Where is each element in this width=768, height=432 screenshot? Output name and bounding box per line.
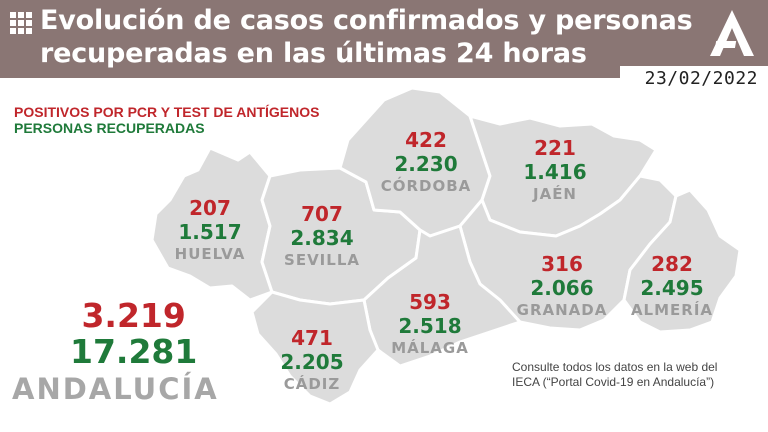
malaga-name: MÁLAGA [391,339,469,357]
cadiz-recovered: 2.205 [280,350,344,374]
province-shape-malaga [362,224,522,368]
page-title: Evolución de casos confirmados y persona… [40,4,693,70]
grid-icon [10,12,32,34]
region-sevilla: 707 2.834 SEVILLA [280,202,364,270]
granada-name: GRANADA [516,301,608,319]
malaga-recovered: 2.518 [398,314,462,338]
region-jaen: 221 1.416 JAÉN [510,136,600,204]
huelva-positives: 207 [189,196,231,220]
province-shape-cadiz [250,290,380,406]
jaen-positives: 221 [534,136,576,160]
source-note: Consulte todos los datos en la web del I… [512,360,717,390]
region-cordoba: 422 2.230 CÓRDOBA [378,128,474,196]
title-line-2: recuperadas en las últimas 24 horas [40,38,587,69]
sevilla-name: SEVILLA [284,251,360,269]
huelva-name: HUELVA [174,245,246,263]
jaen-recovered: 1.416 [523,160,587,184]
cadiz-name: CÁDIZ [283,375,341,393]
cordoba-recovered: 2.230 [394,152,458,176]
huelva-recovered: 1.517 [178,220,242,244]
cordoba-positives: 422 [405,128,447,152]
junta-andalucia-logo-icon [710,10,754,56]
header-banner: Evolución de casos confirmados y persona… [0,0,768,78]
andalucia-label: ANDALUCÍA [12,372,219,406]
granada-positives: 316 [541,252,583,276]
total-andalucia: 3.219 17.281 [70,298,197,370]
region-granada: 316 2.066 GRANADA [514,252,610,320]
cadiz-positives: 471 [291,326,333,350]
total-positives: 3.219 [81,296,186,335]
legend-positives: POSITIVOS POR PCR Y TEST DE ANTÍGENOS [14,104,320,120]
province-shape-almeria [622,188,742,334]
region-almeria: 282 2.495 ALMERÍA [626,252,718,320]
region-huelva: 207 1.517 HUELVA [172,196,248,264]
region-malaga: 593 2.518 MÁLAGA [382,290,478,358]
sevilla-recovered: 2.834 [290,226,354,250]
granada-recovered: 2.066 [530,276,594,300]
almeria-recovered: 2.495 [640,276,704,300]
almeria-name: ALMERÍA [630,301,714,319]
legend: POSITIVOS POR PCR Y TEST DE ANTÍGENOS PE… [14,104,319,136]
source-note-line-2: IECA (“Portal Covid-19 en Andalucía”) [512,375,715,389]
total-recovered: 17.281 [70,332,198,371]
report-date: 23/02/2022 [644,68,758,89]
date-box [620,66,768,92]
sevilla-positives: 707 [301,202,343,226]
almeria-positives: 282 [651,252,693,276]
source-note-line-1: Consulte todos los datos en la web del [512,360,718,374]
malaga-positives: 593 [409,290,451,314]
jaen-name: JAÉN [533,185,577,203]
cordoba-name: CÓRDOBA [380,177,472,195]
region-cadiz: 471 2.205 CÁDIZ [264,326,360,394]
title-line-1: Evolución de casos confirmados y persona… [40,5,693,36]
legend-recovered: PERSONAS RECUPERADAS [14,120,205,136]
